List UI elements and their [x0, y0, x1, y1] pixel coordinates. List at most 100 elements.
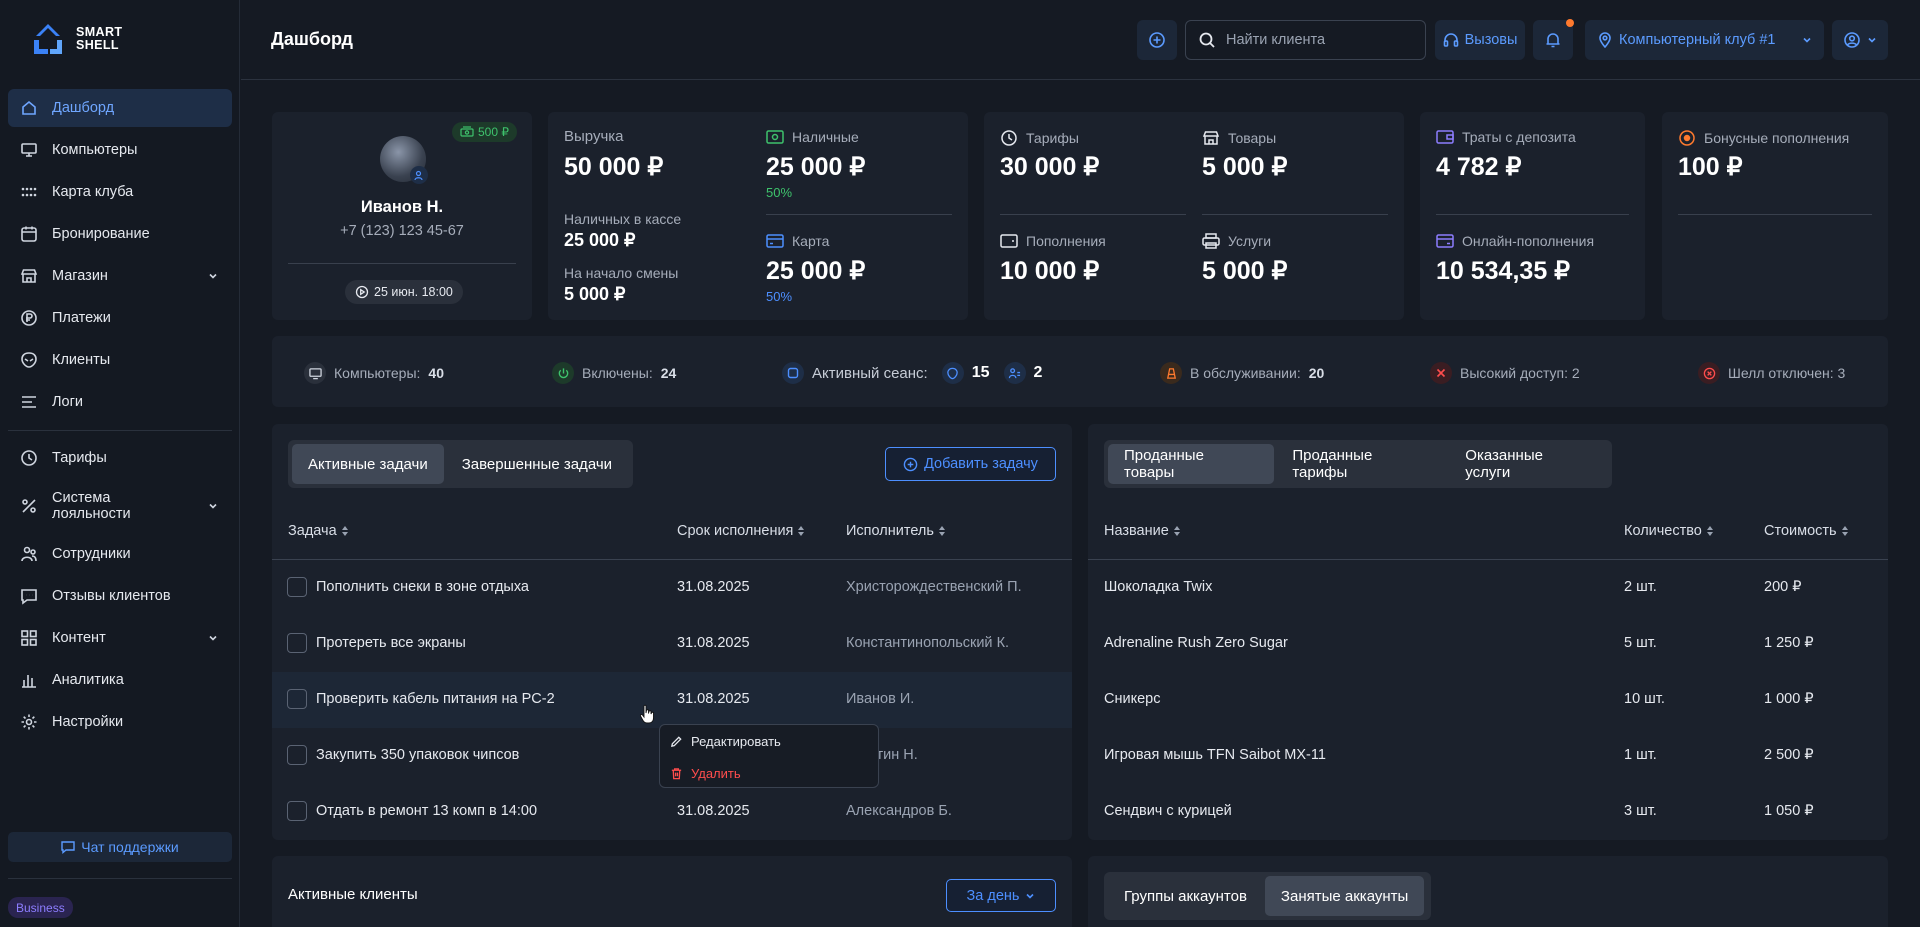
tab-account-groups[interactable]: Группы аккаунтов	[1124, 887, 1247, 905]
tab-services[interactable]: Оказанные услуги	[1465, 447, 1543, 481]
sidebar-item-analytics[interactable]: Аналитика	[8, 661, 232, 699]
item-name: Adrenaline Rush Zero Sugar	[1104, 635, 1288, 651]
support-chat-label: Чат поддержки	[81, 839, 179, 855]
stat-maintenance[interactable]: В обслуживании: 20	[1160, 362, 1324, 384]
tab-busy-accounts[interactable]: Занятые аккаунты	[1264, 876, 1425, 916]
col-header-task[interactable]: Задача	[288, 523, 349, 539]
task-assignee: Константинопольский К.	[846, 635, 1010, 651]
task-checkbox[interactable]	[287, 801, 307, 821]
sidebar-item-clients[interactable]: Клиенты	[8, 341, 232, 379]
sidebar-item-loyalty[interactable]: Система лояльности	[8, 486, 232, 526]
calls-button[interactable]: Вызовы	[1435, 20, 1525, 60]
stat-high-access-label: Высокий доступ: 2	[1460, 365, 1580, 381]
divider	[1436, 214, 1629, 215]
plus-circle-icon	[903, 457, 918, 471]
sidebar-divider	[8, 430, 232, 431]
col-header-due[interactable]: Срок исполнения	[677, 523, 805, 539]
clock-icon	[18, 447, 40, 469]
online-topups-value: 10 534,35 ₽	[1436, 257, 1571, 285]
support-chat-button[interactable]: Чат поддержки	[8, 832, 232, 862]
add-button[interactable]	[1137, 20, 1177, 60]
task-due: 31.08.2025	[677, 803, 750, 819]
sidebar-item-staff[interactable]: Сотрудники	[8, 535, 232, 573]
stat-computers[interactable]: Компьютеры: 40	[304, 362, 444, 384]
stat-high-access[interactable]: Высокий доступ: 2	[1430, 362, 1580, 384]
client-search[interactable]	[1185, 20, 1426, 60]
task-checkbox[interactable]	[287, 745, 307, 765]
tab-completed-tasks[interactable]: Завершенные задачи	[461, 455, 613, 473]
sidebar-item-dashboard[interactable]: Дашборд	[8, 89, 232, 127]
sidebar-item-content[interactable]: Контент	[8, 619, 232, 657]
wallet-icon	[1436, 130, 1454, 144]
sidebar-item-booking[interactable]: Бронирование	[8, 215, 232, 253]
stat-shell-off[interactable]: Шелл отключен: 3	[1698, 362, 1845, 384]
task-checkbox[interactable]	[287, 577, 307, 597]
stat-on-label: Включены:	[582, 365, 653, 381]
logo-icon	[34, 24, 62, 54]
home-icon	[18, 97, 40, 119]
chevron-down-icon	[208, 633, 218, 643]
task-title: Пополнить снеки в зоне отдыха	[316, 579, 529, 595]
task-checkbox[interactable]	[287, 689, 307, 709]
tab-sold-goods[interactable]: Проданные товары	[1108, 444, 1275, 484]
menu-delete-label: Удалить	[691, 766, 741, 781]
sort-icon	[341, 525, 349, 537]
clock-icon	[1001, 130, 1017, 146]
avatar[interactable]	[380, 136, 428, 184]
logo[interactable]: SMART SHELL	[30, 22, 122, 56]
user-menu-button[interactable]	[1832, 20, 1888, 60]
period-select[interactable]: За день	[946, 879, 1056, 912]
card-label: Карта	[792, 233, 830, 249]
deposit-spend-value: 4 782 ₽	[1436, 153, 1522, 181]
sidebar-item-logs[interactable]: Логи	[8, 383, 232, 421]
col-header-label: Количество	[1624, 523, 1702, 539]
add-task-button[interactable]: Добавить задачу	[885, 447, 1056, 481]
shift-badge: 25 июн. 18:00	[345, 280, 463, 304]
item-name: Сендвич с курицей	[1104, 803, 1232, 819]
table-row-hovered[interactable]	[272, 672, 1072, 728]
col-header-cost[interactable]: Стоимость	[1764, 523, 1849, 539]
operator-card: 500 ₽ Иванов Н. +7 (123) 123 45-67 25 ию…	[272, 112, 532, 320]
active-clients-panel	[272, 856, 1072, 927]
sidebar-item-shop[interactable]: Магазин	[8, 257, 232, 295]
user-circle-icon	[1844, 32, 1860, 48]
sidebar-item-club-map[interactable]: Карта клуба	[8, 173, 232, 211]
tasks-tabs: Активные задачи Завершенные задачи	[288, 440, 633, 488]
stat-active-session[interactable]: Активный сеанс: 15 2	[782, 362, 1042, 384]
sidebar-item-label: Система лояльности	[52, 490, 131, 522]
item-name: Игровая мышь TFN Saibot MX-11	[1104, 747, 1326, 763]
task-due: 31.08.2025	[677, 635, 750, 651]
sidebar-item-tariffs[interactable]: Тарифы	[8, 439, 232, 477]
sidebar-item-label: Магазин	[52, 268, 108, 284]
col-header-assignee[interactable]: Исполнитель	[846, 523, 946, 539]
chat-icon	[61, 841, 75, 854]
sidebar-item-label: Дашборд	[52, 100, 115, 116]
sort-icon	[1706, 525, 1714, 537]
tab-active-tasks[interactable]: Активные задачи	[292, 444, 444, 484]
notifications-button[interactable]	[1533, 20, 1573, 60]
col-header-qty[interactable]: Количество	[1624, 523, 1714, 539]
sidebar-item-computers[interactable]: Компьютеры	[8, 131, 232, 169]
club-select[interactable]: Компьютерный клуб #1	[1585, 20, 1824, 60]
sort-icon	[1841, 525, 1849, 537]
stat-powered-on[interactable]: Включены: 24	[552, 362, 676, 384]
money-icon	[460, 126, 474, 137]
sidebar-item-reviews[interactable]: Отзывы клиентов	[8, 577, 232, 615]
sidebar-item-label: Клиенты	[52, 352, 111, 368]
sidebar-item-payments[interactable]: Платежи	[8, 299, 232, 337]
stat-computers-label: Компьютеры:	[334, 365, 421, 381]
calls-label: Вызовы	[1464, 32, 1518, 48]
menu-item-delete[interactable]: Удалить	[670, 766, 741, 781]
search-input[interactable]	[1226, 32, 1416, 48]
col-header-name[interactable]: Название	[1104, 523, 1181, 539]
sidebar-item-settings[interactable]: Настройки	[8, 703, 232, 741]
item-cost: 1 000 ₽	[1764, 691, 1814, 707]
x-circle-icon	[1698, 362, 1720, 384]
menu-item-edit[interactable]: Редактировать	[670, 734, 781, 749]
task-due: 31.08.2025	[677, 579, 750, 595]
tab-sold-tariffs[interactable]: Проданные тарифы	[1292, 447, 1373, 481]
task-checkbox[interactable]	[287, 633, 307, 653]
monitor-icon	[304, 362, 326, 384]
sidebar-item-label: Отзывы клиентов	[52, 588, 171, 604]
online-topups-label: Онлайн-пополнения	[1462, 233, 1595, 249]
